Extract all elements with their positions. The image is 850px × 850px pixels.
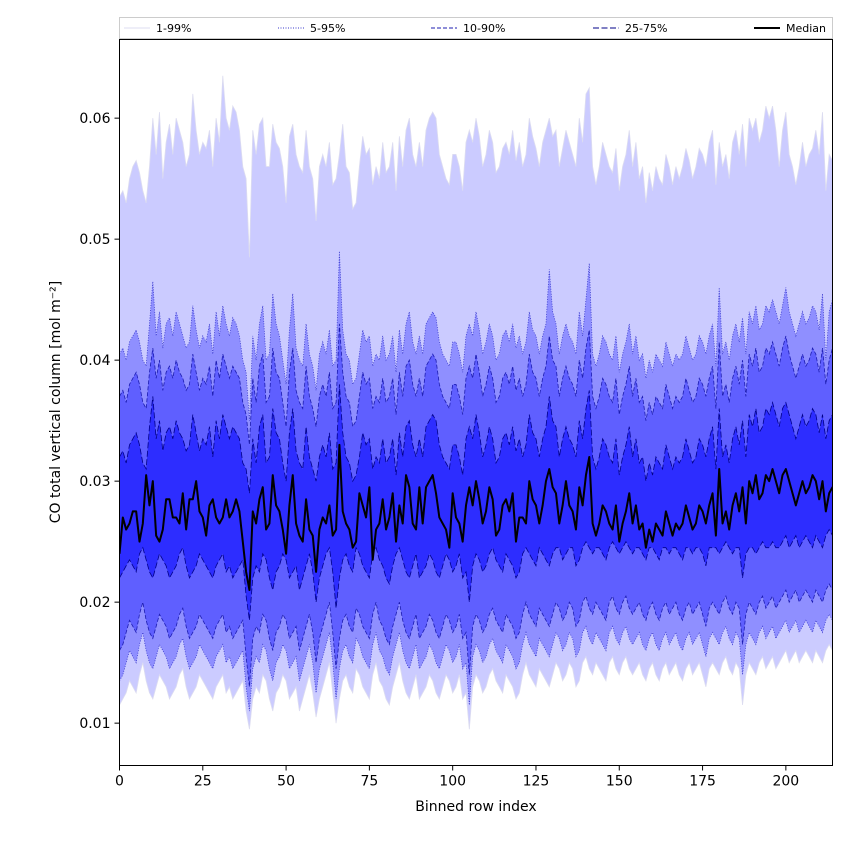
x-tick-label: 200	[772, 774, 799, 790]
y-tick-label: 0.06	[79, 111, 110, 127]
band-edge-5-95-high	[119, 251, 833, 421]
y-axis: 0.01 0.02 0.03 0.04 0.05 0.06	[79, 111, 120, 732]
y-tick-label: 0.03	[79, 474, 110, 490]
legend-label-median: Median	[786, 22, 826, 35]
x-tick-label: 25	[194, 774, 212, 790]
y-tick-label: 0.01	[79, 716, 110, 732]
legend-frame	[119, 17, 833, 39]
x-tick-label: 100	[439, 774, 466, 790]
x-axis-label: Binned row index	[415, 799, 536, 815]
band-edge-25-75-low	[119, 528, 833, 621]
y-axis-label: CO total vertical column [mol m⁻²]	[48, 281, 64, 523]
x-tick-label: 0	[115, 774, 124, 790]
x-tick-label: 150	[606, 774, 633, 790]
band-edge-10-90-high	[119, 323, 833, 445]
x-tick-label: 125	[523, 774, 550, 790]
band-edge-1-99-low	[119, 643, 833, 730]
y-tick-label: 0.05	[79, 232, 110, 248]
band-edge-5-95-low	[119, 613, 833, 712]
band-edge-1-99-high	[119, 75, 833, 258]
x-tick-label: 75	[360, 774, 378, 790]
legend-label-25-75: 25-75%	[625, 22, 667, 35]
band-25-75	[119, 384, 833, 621]
legend-label-10-90: 10-90%	[463, 22, 505, 35]
legend-label-1-99: 1-99%	[156, 22, 191, 35]
band-edge-10-90-low	[119, 583, 833, 687]
y-tick-label: 0.04	[79, 353, 110, 369]
median-line	[119, 443, 833, 592]
axes-frame	[119, 39, 833, 766]
x-tick-label: 50	[277, 774, 295, 790]
legend-label-5-95: 5-95%	[310, 22, 345, 35]
x-axis: 0 25 50 75 100 125 150 175 200	[115, 765, 799, 790]
band-edge-25-75-high	[119, 384, 833, 494]
x-tick-label: 175	[689, 774, 716, 790]
y-tick-label: 0.02	[79, 595, 110, 611]
plot-area	[119, 75, 833, 730]
legend: 1-99% 5-95% 10-90% 25-75% Median	[119, 17, 833, 39]
